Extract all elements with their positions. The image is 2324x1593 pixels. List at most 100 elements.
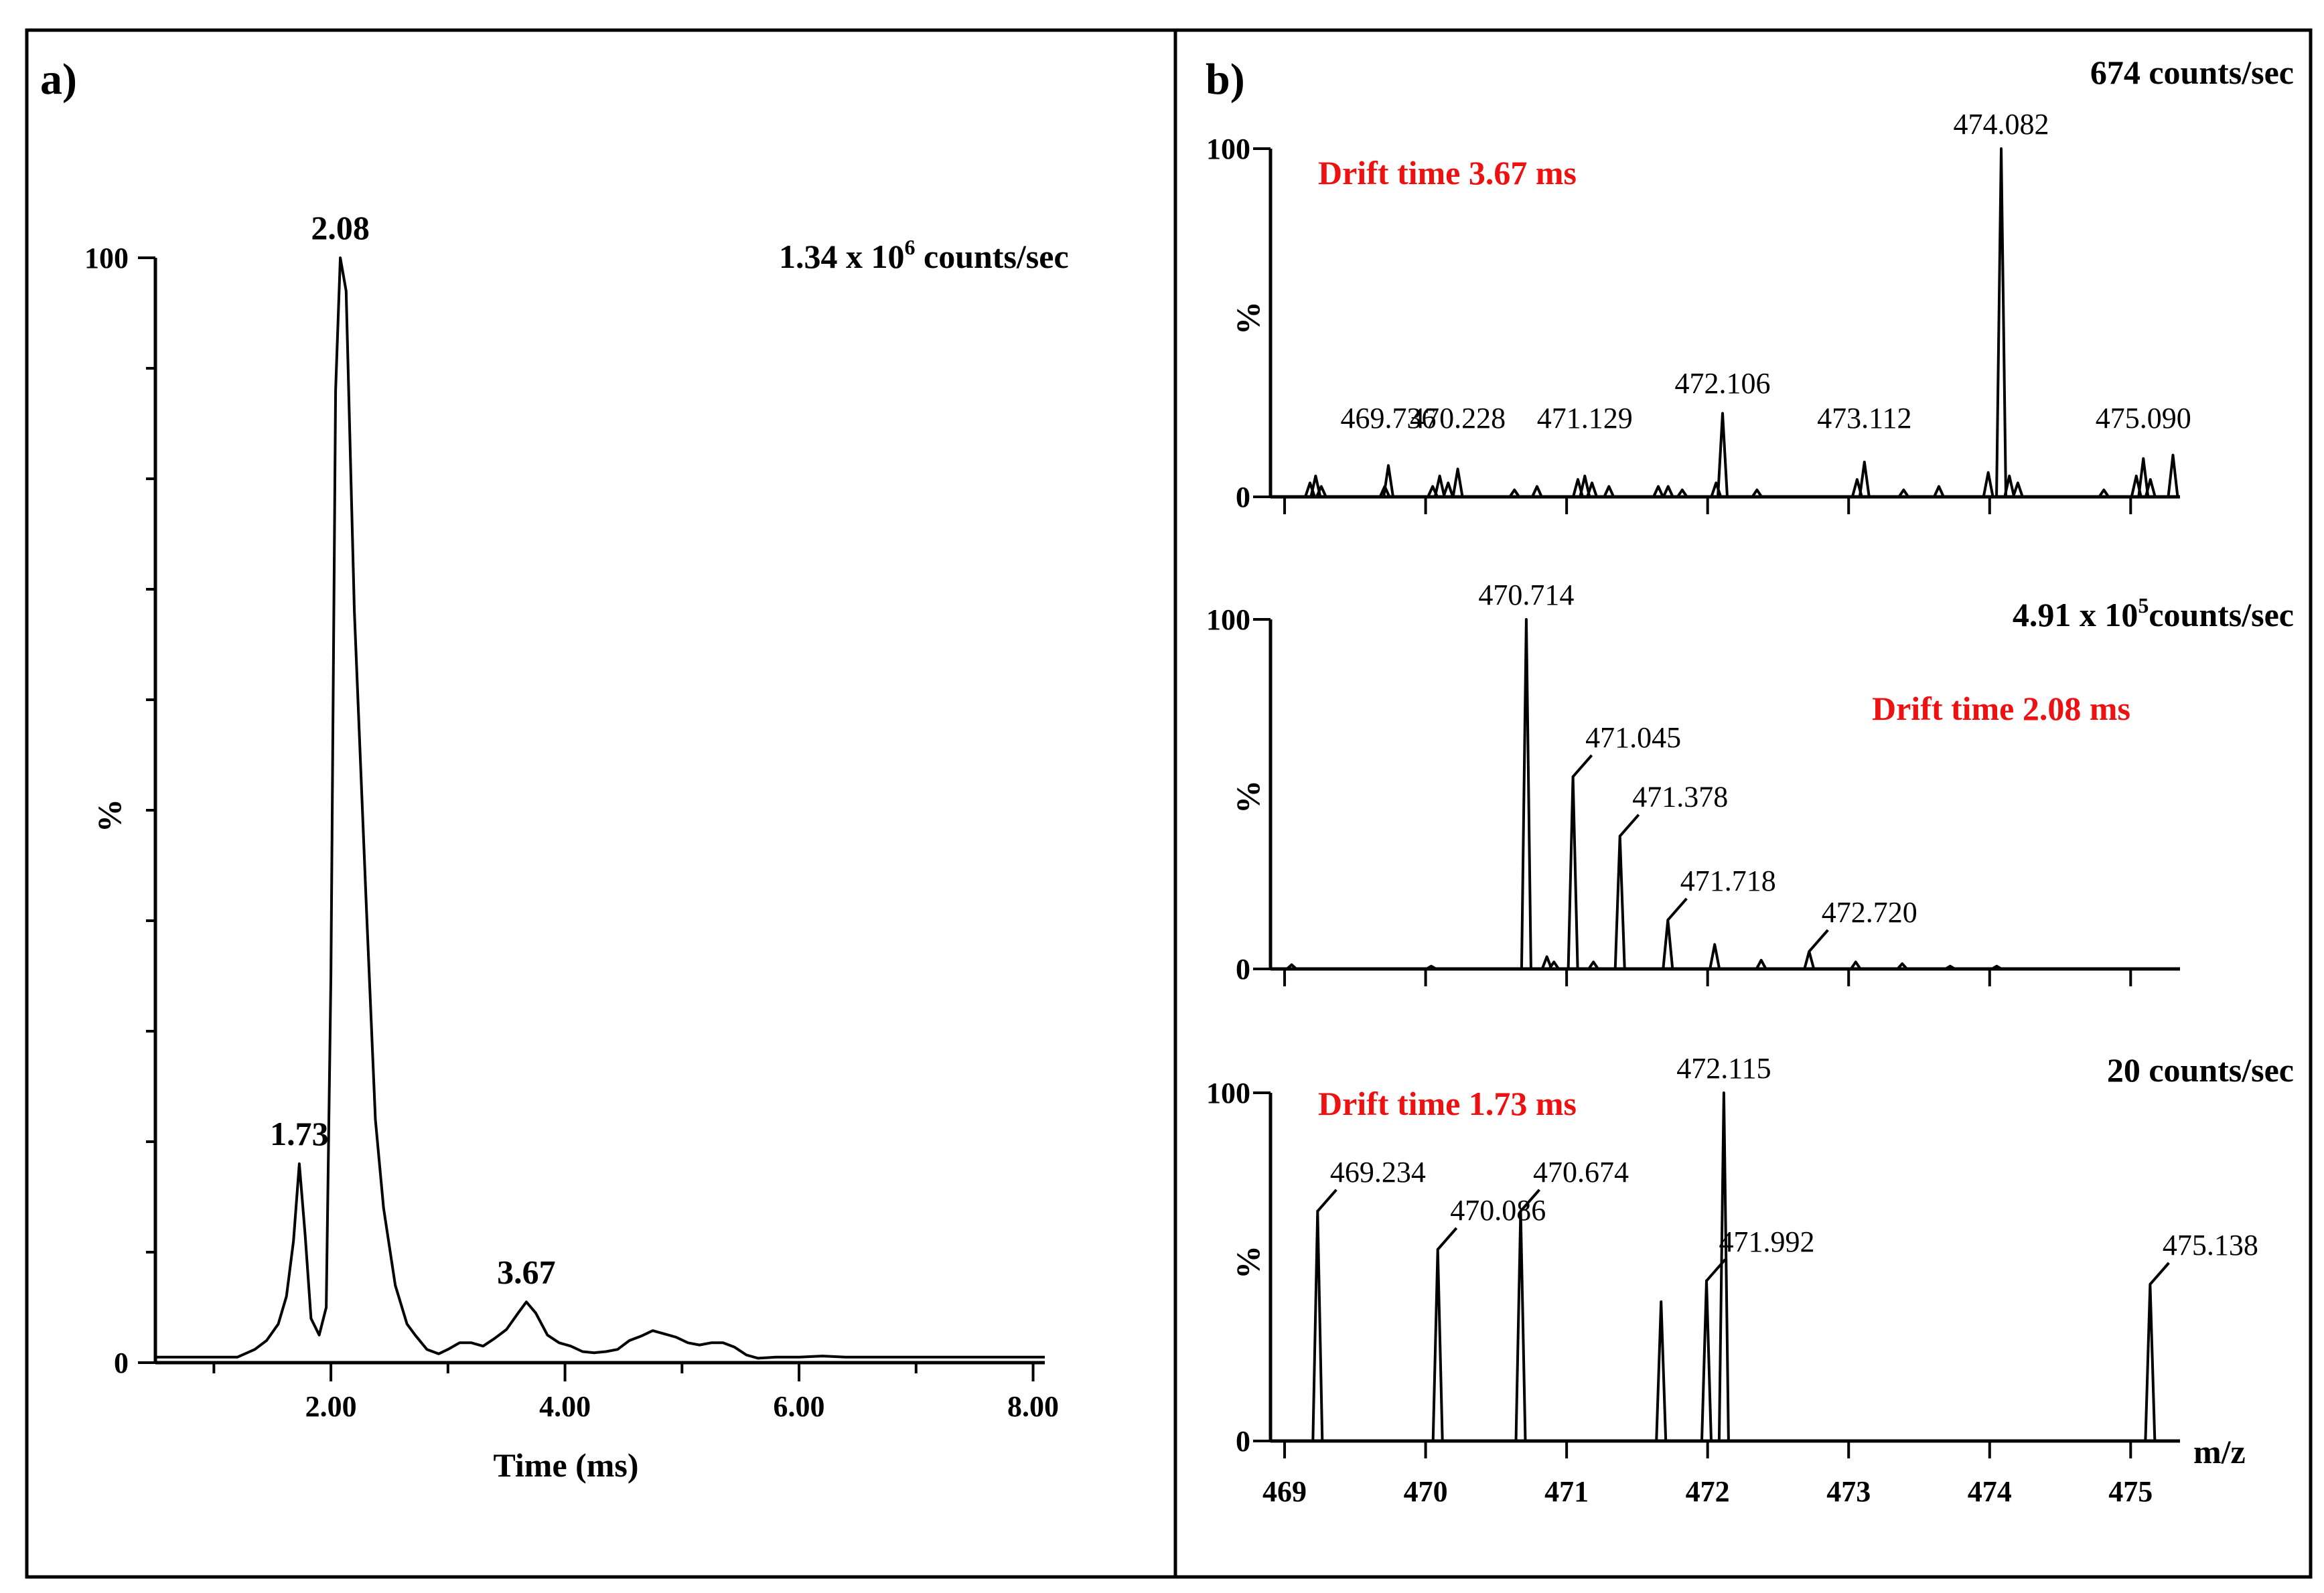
panel-a-ylabel: %	[90, 799, 128, 832]
spectrum-middle-peak	[1548, 960, 1560, 970]
spectrum-middle-y-tick-label: 100	[1206, 603, 1250, 636]
spectrum-top-peak-label: 473.112	[1817, 402, 1911, 435]
spectrum-top-peak	[1676, 488, 1688, 498]
spectrum-middle: 4.91 x 105counts/sec Drift time 2.08 ms …	[1206, 579, 2294, 986]
spectrum-bottom-drift-label: Drift time 1.73 ms	[1318, 1085, 1577, 1122]
spectrum-top-peak-label: 474.082	[1954, 108, 2049, 141]
drift-x-tick-label: 4.00	[539, 1390, 591, 1423]
spectrum-top-peak-label: 475.090	[2096, 402, 2191, 435]
spectrum-top-peak	[1717, 412, 1729, 498]
spectrum-bottom-peak-label: 475.138	[2163, 1229, 2258, 1262]
spectrum-bottom-peak	[2144, 1283, 2157, 1442]
mz-tick-label: 473	[1826, 1475, 1871, 1508]
spectrum-middle-drift-label: Drift time 2.08 ms	[1872, 690, 2130, 727]
spectrum-top-peak	[1442, 481, 1455, 498]
drift-peak-label: 1.73	[270, 1115, 329, 1152]
spectrum-bottom-peak	[1311, 1209, 1324, 1442]
mz-axis-label: m/z	[2193, 1433, 2246, 1470]
spectrum-top-drift-label: Drift time 3.67 ms	[1318, 154, 1577, 192]
spectrum-top-peak	[1995, 147, 2008, 498]
spectrum-bottom-y-tick-label: 0	[1236, 1425, 1250, 1458]
spectrum-top-peak	[1751, 488, 1763, 498]
spectrum-middle-peak-leader	[1808, 929, 1829, 953]
spectrum-middle-peak	[1709, 943, 1721, 970]
spectrum-top-peak	[1603, 485, 1615, 498]
spectrum-top-peak	[1933, 485, 1945, 498]
spectrum-top-peak	[1858, 461, 1871, 498]
spectrum-top-peak	[1433, 474, 1446, 498]
spectrum-bottom-peak	[1700, 1279, 1713, 1442]
spectrum-middle-peak	[1896, 962, 1908, 970]
spectrum-middle-peak-label: 470.714	[1478, 579, 1574, 611]
spectrum-bottom-peak-leader	[2149, 1262, 2170, 1286]
panel-b-label: b)	[1206, 55, 1245, 104]
spectrum-top-peak	[1315, 485, 1327, 498]
drift-time-trace	[155, 256, 1045, 1360]
spectrum-middle-peak	[1540, 955, 1553, 970]
spectrum-top-peak	[1897, 488, 1909, 498]
spectrum-top-peak	[2098, 488, 2110, 498]
spectrum-top-y-tick-label: 100	[1206, 133, 1250, 165]
spectrum-middle-peak	[1587, 960, 1599, 970]
spectrum-top-peak-label: 470.228	[1410, 402, 1506, 435]
drift-peak-label: 3.67	[497, 1253, 556, 1290]
spectrum-top-peak-label: 471.129	[1537, 402, 1633, 435]
panel-b-frame	[1173, 28, 2313, 1579]
mz-tick-label: 474	[1968, 1475, 2012, 1508]
spectrum-middle-peak	[1662, 918, 1674, 970]
spectrum-bottom-peak-label: 470.674	[1533, 1156, 1629, 1189]
spectrum-middle-peak-label: 472.720	[1822, 896, 1917, 929]
spectrum-bottom-peak-leader	[1519, 1189, 1541, 1213]
spectrum-middle-y-tick-label: 0	[1236, 953, 1250, 986]
spectrum-top-peak	[1662, 485, 1674, 498]
mz-tick-label: 470	[1404, 1475, 1448, 1508]
drift-y-tick-label: 100	[84, 242, 129, 275]
drift-x-tick-label: 8.00	[1007, 1390, 1059, 1423]
spectrum-middle-peak-label: 471.045	[1585, 721, 1681, 754]
spectrum-top-intensity: 674 counts/sec	[2090, 54, 2294, 91]
spectrum-top-peak	[2011, 481, 2024, 498]
spectrum-top-peak-label: 469.736	[1341, 402, 1437, 435]
spectrum-bottom-peak	[1514, 1209, 1527, 1442]
spectrum-top-ylabel: %	[1229, 301, 1266, 335]
mz-tick-label: 471	[1544, 1475, 1589, 1508]
spectrum-middle-peak-leader	[1619, 814, 1640, 837]
drift-x-tick-label: 2.00	[305, 1390, 357, 1423]
spectrum-top-peak	[1451, 467, 1464, 498]
spectrum-top-peak	[2137, 457, 2150, 498]
panel-a-intensity: 1.34 x 106 counts/sec	[779, 235, 1069, 275]
drift-peak-label: 2.08	[311, 209, 370, 246]
spectrum-top-peak	[1508, 488, 1520, 498]
spectrum-bottom-peak-label: 469.234	[1330, 1156, 1426, 1189]
spectrum-middle-peak	[1991, 964, 2003, 970]
spectrum-bottom-peak	[1655, 1300, 1668, 1442]
mz-tick-label: 475	[2108, 1475, 2153, 1508]
spectrum-middle-peak	[1613, 834, 1626, 970]
spectrum-middle-peak	[1520, 618, 1532, 970]
spectrum-middle-peak-leader	[1666, 897, 1688, 921]
panel-a-xlabel: Time (ms)	[493, 1446, 638, 1484]
spectrum-middle-peak	[1803, 950, 1816, 970]
spectrum-middle-peak	[1425, 964, 1437, 970]
panel-a-label: a)	[40, 55, 77, 104]
spectrum-middle-peak-label: 471.378	[1632, 781, 1728, 814]
spectrum-top-peak	[1982, 471, 1994, 498]
spectrum-bottom-ylabel: %	[1229, 1245, 1266, 1279]
spectrum-middle-peak	[1755, 958, 1767, 970]
spectrum-top-peak	[1652, 485, 1664, 498]
spectrum-middle-intensity: 4.91 x 105counts/sec	[2013, 593, 2294, 633]
spectrum-bottom-peak-label: 472.115	[1676, 1052, 1771, 1085]
spectrum-middle-peak	[1567, 775, 1579, 970]
spectrum-top-peak-label: 472.106	[1674, 367, 1770, 400]
spectrum-bottom-peak-label: 471.992	[1719, 1225, 1814, 1258]
spectrum-bottom: 20 counts/sec Drift time 1.73 ms % m/z 1…	[1206, 1051, 2294, 1508]
drift-x-tick-label: 6.00	[774, 1390, 825, 1423]
spectrum-middle-ylabel: %	[1229, 780, 1266, 814]
spectrum-middle-peak-label: 471.718	[1680, 864, 1776, 897]
spectrum-top-peak	[1382, 464, 1394, 498]
spectrum-top: 674 counts/sec Drift time 3.67 ms % 100 0…	[1206, 54, 2294, 514]
spectrum-top-peak	[1579, 474, 1591, 498]
spectrum-bottom-peak	[1717, 1091, 1730, 1442]
drift-time-chart: 1.34 x 106 counts/sec % Time (ms) 2.00 4.…	[84, 209, 1069, 1484]
